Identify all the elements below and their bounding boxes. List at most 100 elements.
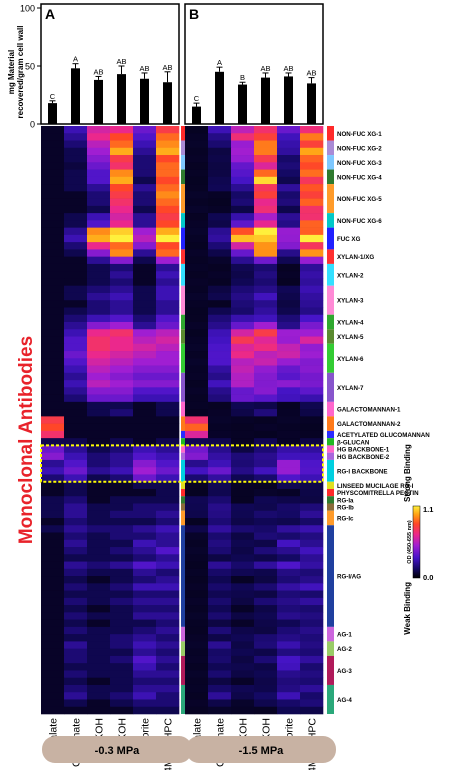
heatmap-cell	[110, 663, 134, 671]
group-label: RG-Ib	[337, 505, 354, 512]
group-color-swatch-mid	[181, 488, 185, 497]
heatmap-cell	[64, 525, 88, 533]
heatmap-cell	[64, 547, 88, 555]
heatmap-cell	[208, 278, 232, 287]
heatmap-cell	[231, 445, 255, 453]
heatmap-cell	[133, 663, 157, 671]
colorbar-strong-label: Strong Binding	[403, 444, 412, 502]
heatmap-cell	[185, 503, 209, 512]
heatmap-cell	[87, 583, 111, 591]
heatmap-cell	[185, 147, 209, 156]
heatmap-cell	[185, 692, 209, 700]
heatmap-cell	[110, 518, 134, 526]
group-color-swatch-mid	[181, 481, 185, 489]
heatmap-cell	[133, 692, 157, 700]
heatmap-cell	[300, 699, 324, 708]
heatmap-cell	[185, 547, 209, 555]
heatmap-cell	[208, 670, 232, 679]
heatmap-cell	[156, 372, 180, 381]
bar	[261, 77, 270, 124]
heatmap-cell	[208, 518, 232, 526]
bar-frame	[184, 3, 324, 125]
group-label: NON-FUC XG-6	[337, 218, 382, 225]
heatmap-cell	[64, 307, 88, 316]
heatmap-cell	[110, 372, 134, 381]
group-color-swatch	[327, 459, 334, 482]
heatmap-cell	[156, 576, 180, 584]
heatmap-cell	[300, 271, 324, 279]
heatmap-cell	[41, 459, 65, 468]
group-color-swatch	[327, 655, 334, 685]
heatmap-cell	[231, 358, 255, 366]
heatmap-cell	[277, 568, 301, 577]
heatmap-cell	[300, 459, 324, 468]
group-color-swatch	[327, 126, 334, 141]
heatmap-cell	[185, 191, 209, 199]
heatmap-cell	[156, 358, 180, 366]
heatmap-cell	[156, 169, 180, 178]
heatmap-cell	[231, 292, 255, 301]
heatmap-cell	[277, 459, 301, 468]
group-color-swatch-mid	[181, 372, 185, 402]
heatmap-cell	[300, 133, 324, 141]
bar	[71, 68, 80, 124]
heatmap-cell	[87, 336, 111, 345]
heatmap-cell	[300, 372, 324, 381]
heatmap-cell	[231, 677, 255, 686]
heatmap-cell	[110, 496, 134, 504]
heatmap-cell	[185, 518, 209, 526]
heatmap-cell	[110, 365, 134, 374]
heatmap-cell	[110, 438, 134, 446]
heatmap-cell	[254, 198, 278, 207]
heatmap-cell	[185, 467, 209, 475]
heatmap-cell	[110, 525, 134, 533]
group-color-swatch	[327, 416, 334, 431]
heatmap-cell	[87, 684, 111, 693]
group-color-swatch	[327, 401, 334, 417]
heatmap-cell	[64, 488, 88, 497]
heatmap-cell	[185, 510, 209, 519]
heatmap-cell	[41, 474, 65, 483]
heatmap-cell	[64, 518, 88, 526]
heatmap-cell	[41, 612, 65, 620]
heatmap-cell	[277, 597, 301, 606]
group-color-swatch	[327, 329, 334, 344]
heatmap-cell	[110, 619, 134, 628]
heatmap-cell	[64, 249, 88, 257]
heatmap-cell	[300, 140, 324, 149]
heatmap-cell	[156, 351, 180, 359]
heatmap-cell	[87, 423, 111, 432]
group-color-swatch-mid	[181, 126, 185, 141]
heatmap-cell	[277, 488, 301, 497]
heatmap-cell	[41, 256, 65, 265]
heatmap-cell	[87, 191, 111, 199]
heatmap-cell	[277, 518, 301, 526]
heatmap-cell	[300, 452, 324, 461]
heatmap-cell	[208, 561, 232, 570]
heatmap-cell	[300, 292, 324, 301]
heatmap-cell	[185, 300, 209, 308]
group-label: XYLAN-7	[337, 385, 364, 392]
heatmap-cell	[231, 568, 255, 577]
colorbar: 1.1 0.0 OD (450-655 nm) Strong Binding Weak …	[403, 444, 433, 635]
heatmap-cell	[41, 568, 65, 577]
bar	[238, 84, 247, 124]
heatmap-cell	[133, 380, 157, 388]
group-color-swatch-mid	[181, 155, 185, 170]
group-color-swatch-mid	[181, 213, 185, 228]
heatmap-cell	[64, 387, 88, 395]
heatmap-cell	[300, 162, 324, 170]
group-label: NON-FUC XG-1	[337, 131, 382, 138]
condition-pill-a: -0.3 MPa	[42, 736, 192, 763]
heatmap-cell	[110, 184, 134, 192]
heatmap-cell	[87, 641, 111, 649]
heatmap-cell	[185, 380, 209, 388]
heatmap-cell	[254, 692, 278, 700]
group-color-swatch-mid	[181, 343, 185, 373]
heatmap-cell	[41, 285, 65, 294]
heatmap-cell	[41, 488, 65, 497]
heatmap-cell	[133, 140, 157, 149]
heatmap-cell	[208, 459, 232, 468]
heatmap-cell	[64, 380, 88, 388]
heatmap-cell	[64, 706, 88, 715]
